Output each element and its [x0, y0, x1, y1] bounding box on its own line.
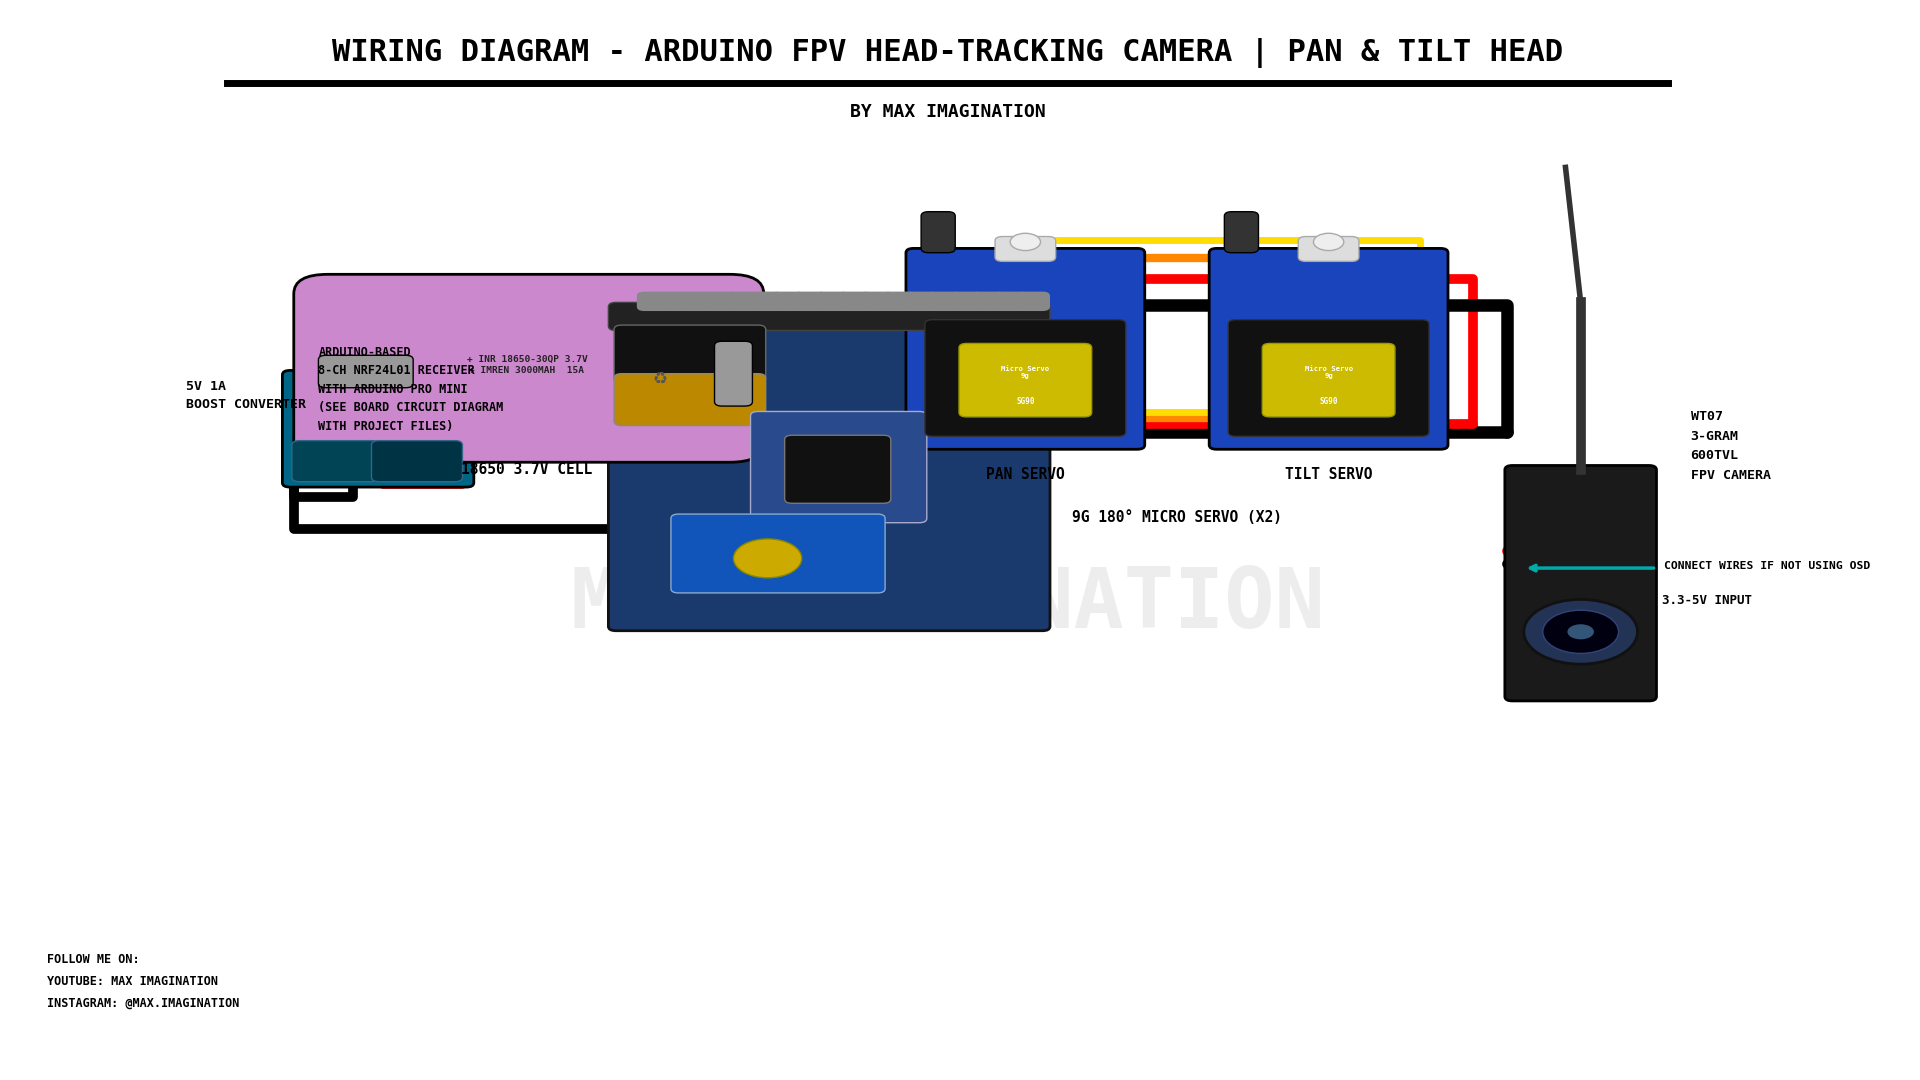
FancyBboxPatch shape: [614, 325, 766, 382]
FancyBboxPatch shape: [793, 292, 828, 311]
Text: Micro Servo
9g: Micro Servo 9g: [1002, 366, 1050, 379]
FancyBboxPatch shape: [881, 292, 916, 311]
FancyBboxPatch shape: [837, 292, 872, 311]
FancyBboxPatch shape: [785, 435, 891, 503]
FancyBboxPatch shape: [637, 292, 670, 311]
Text: WIRING DIAGRAM - ARDUINO FPV HEAD-TRACKING CAMERA | PAN & TILT HEAD: WIRING DIAGRAM - ARDUINO FPV HEAD-TRACKI…: [332, 38, 1563, 68]
FancyBboxPatch shape: [993, 292, 1027, 311]
FancyBboxPatch shape: [1210, 248, 1448, 449]
FancyBboxPatch shape: [1298, 237, 1359, 261]
FancyBboxPatch shape: [609, 302, 1050, 330]
Text: 3.3-5V INPUT: 3.3-5V INPUT: [1663, 594, 1753, 607]
FancyBboxPatch shape: [714, 341, 753, 406]
FancyBboxPatch shape: [726, 292, 760, 311]
FancyBboxPatch shape: [282, 370, 474, 487]
FancyBboxPatch shape: [925, 320, 1125, 436]
Circle shape: [1567, 624, 1594, 639]
FancyBboxPatch shape: [948, 292, 983, 311]
Text: ARDUINO-BASED
8-CH NRF24L01 RECEIVER
WITH ARDUINO PRO MINI
(SEE BOARD CIRCUIT DI: ARDUINO-BASED 8-CH NRF24L01 RECEIVER WIT…: [319, 346, 503, 433]
Circle shape: [1524, 599, 1638, 664]
FancyBboxPatch shape: [906, 248, 1144, 449]
Circle shape: [733, 539, 803, 578]
FancyBboxPatch shape: [1505, 465, 1657, 701]
Text: + INR 18650-30QP 3.7V
+ IMREN 3000MAH  15A: + INR 18650-30QP 3.7V + IMREN 3000MAH 15…: [467, 355, 588, 375]
Text: FOLLOW ME ON:
YOUTUBE: MAX IMAGINATION
INSTAGRAM: @MAX.IMAGINATION: FOLLOW ME ON: YOUTUBE: MAX IMAGINATION I…: [48, 953, 240, 1010]
Text: TILT SERVO: TILT SERVO: [1284, 467, 1373, 482]
FancyBboxPatch shape: [749, 292, 783, 311]
FancyBboxPatch shape: [294, 274, 764, 462]
Text: 9G 180° MICRO SERVO (X2): 9G 180° MICRO SERVO (X2): [1071, 510, 1283, 525]
FancyBboxPatch shape: [922, 212, 956, 253]
Text: BY MAX IMAGINATION: BY MAX IMAGINATION: [851, 103, 1046, 121]
Text: Micro Servo
9g: Micro Servo 9g: [1304, 366, 1354, 379]
FancyBboxPatch shape: [1229, 320, 1428, 436]
Text: SG90: SG90: [1319, 397, 1338, 406]
Text: PAN SERVO: PAN SERVO: [987, 467, 1066, 482]
FancyBboxPatch shape: [751, 411, 927, 523]
Circle shape: [1313, 233, 1344, 251]
FancyBboxPatch shape: [927, 292, 960, 311]
Text: WT07
3-GRAM
600TVL
FPV CAMERA: WT07 3-GRAM 600TVL FPV CAMERA: [1692, 410, 1770, 482]
FancyBboxPatch shape: [958, 343, 1092, 417]
FancyBboxPatch shape: [1016, 292, 1050, 311]
FancyBboxPatch shape: [972, 292, 1006, 311]
FancyBboxPatch shape: [860, 292, 895, 311]
FancyBboxPatch shape: [659, 292, 693, 311]
FancyBboxPatch shape: [319, 355, 413, 388]
FancyBboxPatch shape: [682, 292, 716, 311]
FancyBboxPatch shape: [1261, 343, 1396, 417]
Text: MAX IMAGINATION: MAX IMAGINATION: [570, 564, 1325, 645]
FancyBboxPatch shape: [705, 292, 737, 311]
FancyBboxPatch shape: [816, 292, 849, 311]
Text: 5V 1A
BOOST CONVERTER: 5V 1A BOOST CONVERTER: [186, 380, 305, 411]
FancyBboxPatch shape: [904, 292, 939, 311]
Circle shape: [1544, 610, 1619, 653]
FancyBboxPatch shape: [371, 441, 463, 482]
FancyBboxPatch shape: [292, 441, 378, 482]
Text: CONNECT WIRES IF NOT USING OSD: CONNECT WIRES IF NOT USING OSD: [1665, 561, 1870, 571]
Text: ♻: ♻: [653, 369, 666, 387]
FancyBboxPatch shape: [1225, 212, 1258, 253]
FancyBboxPatch shape: [609, 298, 1050, 631]
Circle shape: [1010, 233, 1041, 251]
FancyBboxPatch shape: [995, 237, 1056, 261]
FancyBboxPatch shape: [670, 514, 885, 593]
FancyBboxPatch shape: [770, 292, 804, 311]
FancyBboxPatch shape: [614, 374, 766, 426]
Text: 18650 3.7V CELL: 18650 3.7V CELL: [461, 462, 593, 477]
Text: SG90: SG90: [1016, 397, 1035, 406]
